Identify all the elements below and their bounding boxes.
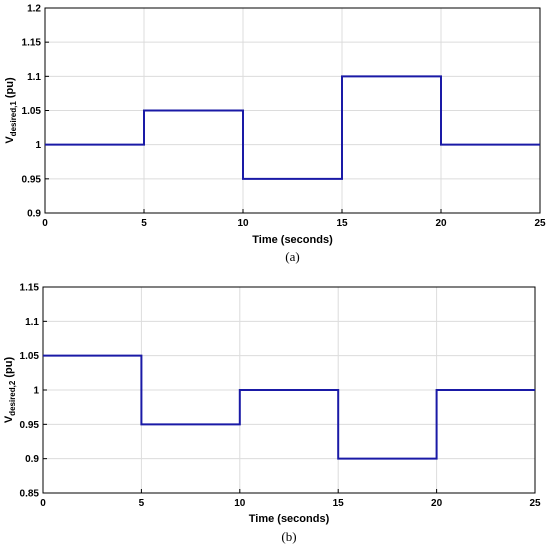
y-axis-label-main: V [4, 136, 16, 144]
chart-b: 0 5 10 15 20 25 0.85 0.9 0.95 1 1.05 1.1 1.15 Time (s… [3, 283, 541, 545]
y-axis-label: Vdesired,1 (pu) [4, 77, 18, 144]
x-tick-label: 0 [40, 498, 46, 509]
chart-a: 0 5 10 15 20 25 0.9 0.95 1 1.05 1.1 1.15 1.2 Time (se… [4, 4, 546, 265]
y-axis-label-unit: (pu) [3, 357, 15, 381]
y-tick-label: 1.05 [20, 351, 40, 362]
y-axis-label-unit: (pu) [4, 77, 16, 101]
y-tick-label: 1.2 [27, 4, 41, 15]
y-axis-label-main: V [3, 415, 15, 423]
x-tick-label: 5 [139, 498, 145, 509]
x-axis-label: Time (seconds) [252, 234, 333, 246]
y-tick-label: 0.9 [27, 209, 41, 220]
y-tick-label: 0.95 [22, 174, 42, 185]
series-line [45, 75, 540, 180]
y-tick-label: 1.1 [25, 317, 39, 328]
x-axis-label: Time (seconds) [249, 513, 330, 525]
subfigure-caption: (b) [281, 529, 296, 544]
x-tick-label: 15 [333, 498, 345, 509]
x-tick-label: 0 [42, 218, 48, 229]
y-tick-label: 1 [35, 140, 41, 151]
x-tick-label: 20 [435, 218, 447, 229]
x-tick-label: 25 [529, 498, 541, 509]
y-tick-label: 1.15 [22, 38, 42, 49]
y-axis-label: Vdesired,2 (pu) [3, 357, 17, 424]
x-tick-label: 25 [534, 218, 546, 229]
y-axis-label-subscript: desired,1 [9, 101, 18, 137]
y-tick-label: 0.85 [20, 489, 40, 500]
y-tick-label: 1.1 [27, 72, 41, 83]
y-tick-label: 0.9 [25, 454, 39, 465]
series-line [43, 354, 535, 460]
x-tick-label: 5 [141, 218, 147, 229]
y-axis-label-subscript: desired,2 [8, 380, 17, 416]
subfigure-caption: (a) [285, 249, 299, 264]
y-tick-label: 1 [33, 386, 39, 397]
y-tick-label: 0.95 [20, 420, 40, 431]
x-tick-label: 20 [431, 498, 443, 509]
y-tick-label: 1.15 [20, 283, 40, 294]
x-tick-label: 10 [234, 498, 246, 509]
y-tick-label: 1.05 [22, 106, 42, 117]
x-tick-label: 10 [237, 218, 249, 229]
x-tick-label: 15 [336, 218, 348, 229]
